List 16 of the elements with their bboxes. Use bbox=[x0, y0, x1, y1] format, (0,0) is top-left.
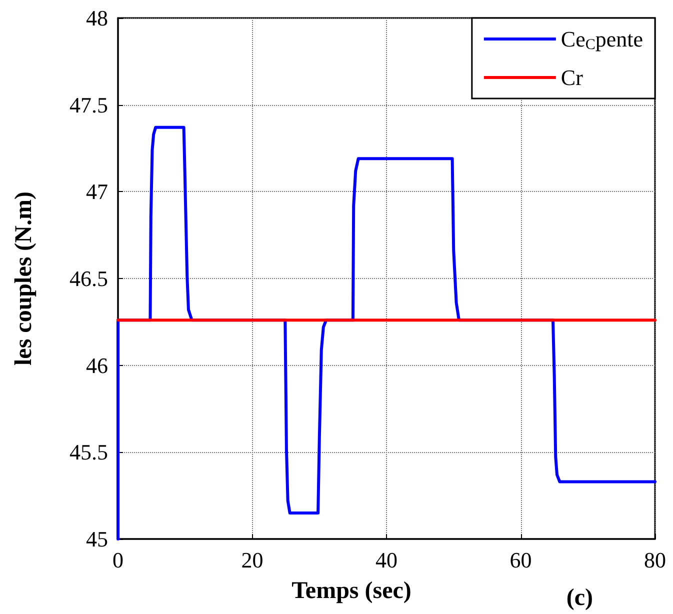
x-axis-title: Temps (sec) bbox=[292, 578, 412, 604]
x-tick-label: 0 bbox=[112, 548, 124, 572]
y-tick-label: 45 bbox=[86, 526, 108, 552]
x-tick-label: 80 bbox=[644, 548, 666, 572]
legend-label: Cr bbox=[560, 65, 584, 90]
x-tick-label: 60 bbox=[510, 548, 532, 572]
x-tick-label: 40 bbox=[376, 548, 398, 572]
y-axis-title: les couples (N.m) bbox=[11, 192, 37, 366]
y-tick-label: 46.5 bbox=[70, 266, 108, 291]
y-tick-label: 46 bbox=[86, 352, 108, 378]
y-tick-label: 48 bbox=[86, 6, 108, 30]
x-tick-label: 20 bbox=[241, 548, 264, 572]
y-tick-label: 47.5 bbox=[70, 92, 108, 118]
y-tick-label: 47 bbox=[86, 179, 108, 204]
text: (c) bbox=[566, 585, 594, 611]
y-tick-label: 45.5 bbox=[70, 440, 108, 465]
